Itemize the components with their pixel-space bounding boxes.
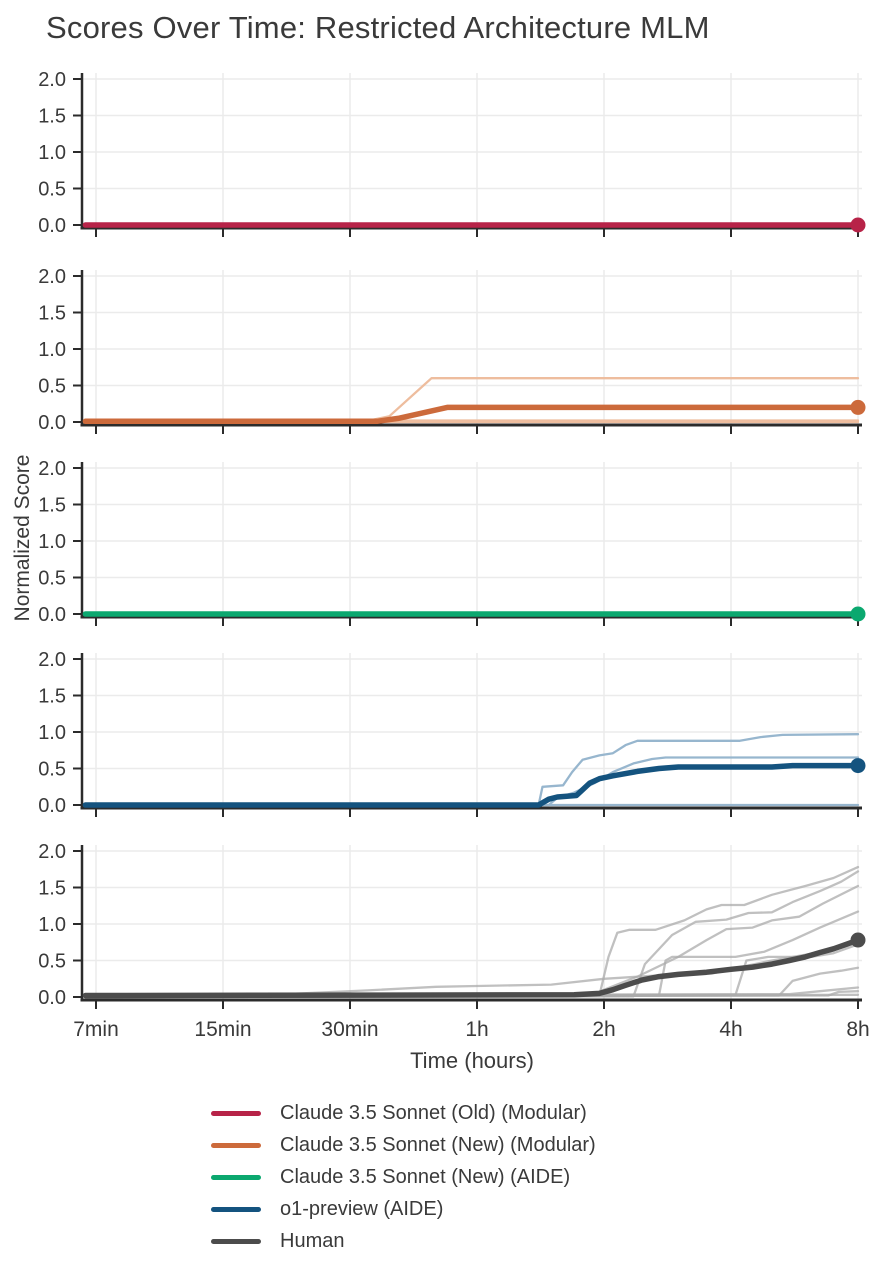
x-axis-label: Time (hours) <box>410 1048 534 1073</box>
y-tick-label: 1.0 <box>38 531 66 553</box>
chart-title: Scores Over Time: Restricted Architectur… <box>46 10 710 45</box>
y-tick-label: 1.0 <box>38 914 66 936</box>
legend-swatch <box>211 1110 261 1116</box>
legend-item-label: Claude 3.5 Sonnet (Old) (Modular) <box>280 1101 587 1124</box>
x-tick-label: 2h <box>592 1018 615 1041</box>
y-tick-label: 1.5 <box>38 686 66 708</box>
y-tick-label: 1.0 <box>38 142 66 164</box>
legend-item: Claude 3.5 Sonnet (New) (AIDE) <box>211 1161 596 1193</box>
y-tick-label: 2.0 <box>38 266 66 288</box>
subplot-o1-preview-aide: 0.0 0.5 1.0 1.5 2.0 <box>38 649 866 817</box>
run-line-human <box>84 910 860 999</box>
y-tick-label: 0.5 <box>38 179 66 201</box>
legend-item: Human <box>211 1225 596 1257</box>
y-tick-label: 2.0 <box>38 841 66 863</box>
run-line-o1-preview-aide <box>84 733 860 807</box>
y-tick-label: 0.0 <box>38 987 66 1009</box>
x-tick-label: 8h <box>846 1018 869 1041</box>
x-tick-label: 7min <box>73 1018 119 1041</box>
legend-swatch <box>211 1206 261 1212</box>
y-tick-label: 0.0 <box>38 795 66 817</box>
x-tick-label: 4h <box>719 1018 742 1041</box>
subplot-human: 0.0 0.5 1.0 1.5 2.0 7min 15min 30min 1h 2h 4h 8h <box>38 841 869 1041</box>
y-tick-label: 1.0 <box>38 339 66 361</box>
y-tick-label: 0.0 <box>38 412 66 434</box>
subplot-claude-3-5-sonnet-new-modular: 0.0 0.5 1.0 1.5 2.0 <box>38 266 866 434</box>
run-line-claude-3-5-sonnet-new-modular <box>84 377 860 423</box>
y-tick-label: 1.5 <box>38 495 66 517</box>
legend-item: Claude 3.5 Sonnet (Old) (Modular) <box>211 1097 596 1129</box>
legend-item: Claude 3.5 Sonnet (New) (Modular) <box>211 1129 596 1161</box>
legend-item-label: o1-preview (AIDE) <box>280 1197 444 1220</box>
y-tick-label: 0.5 <box>38 376 66 398</box>
y-tick-label: 1.5 <box>38 878 66 900</box>
legend-swatch <box>211 1174 261 1180</box>
mean-line-claude-3-5-sonnet-new-modular <box>82 404 861 425</box>
plot-area: 0.0 0.5 1.0 1.5 2.0 0.0 0.5 1.0 1.5 2.0 0.0 0.5 1.0 1… <box>38 69 869 1041</box>
legend-item-label: Claude 3.5 Sonnet (New) (AIDE) <box>280 1165 571 1188</box>
run-line-human <box>84 884 860 999</box>
run-line-human <box>84 865 860 999</box>
y-tick-label: 1.0 <box>38 722 66 744</box>
legend-item-label: Human <box>280 1229 345 1252</box>
legend-swatch <box>211 1142 261 1148</box>
end-marker-claude-3-5-sonnet-new-aide <box>850 606 866 622</box>
y-tick-label: 1.5 <box>38 106 66 128</box>
end-marker-o1-preview-aide <box>850 758 866 774</box>
x-tick-label: 15min <box>194 1018 251 1041</box>
mean-line-o1-preview-aide <box>82 762 861 808</box>
run-line-human <box>84 870 860 999</box>
y-tick-label: 2.0 <box>38 649 66 671</box>
end-marker-claude-3-5-sonnet-new-modular <box>850 399 866 415</box>
legend-swatch <box>211 1238 261 1244</box>
y-tick-label: 2.0 <box>38 69 66 91</box>
end-marker-human <box>850 932 866 948</box>
y-tick-label: 0.5 <box>38 759 66 781</box>
legend-item-label: Claude 3.5 Sonnet (New) (Modular) <box>280 1133 596 1156</box>
subplot-claude-3-5-sonnet-new-aide: 0.0 0.5 1.0 1.5 2.0 <box>38 458 866 626</box>
y-tick-label: 1.5 <box>38 303 66 325</box>
end-marker-claude-3-5-sonnet-old-modular <box>850 217 866 233</box>
y-tick-label: 0.5 <box>38 951 66 973</box>
y-tick-label: 0.0 <box>38 215 66 237</box>
y-tick-label: 2.0 <box>38 458 66 480</box>
y-tick-label: 0.5 <box>38 568 66 590</box>
legend: Claude 3.5 Sonnet (Old) (Modular) Claude … <box>211 1097 596 1257</box>
legend-item: o1-preview (AIDE) <box>211 1193 596 1225</box>
subplot-claude-3-5-sonnet-old-modular: 0.0 0.5 1.0 1.5 2.0 <box>38 69 866 237</box>
x-tick-label: 1h <box>465 1018 488 1041</box>
x-tick-label: 30min <box>321 1018 378 1041</box>
y-tick-label: 0.0 <box>38 604 66 626</box>
mean-line-human <box>82 937 861 999</box>
